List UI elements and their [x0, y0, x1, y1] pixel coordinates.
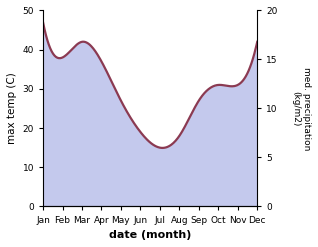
Y-axis label: max temp (C): max temp (C): [7, 73, 17, 144]
Y-axis label: med. precipitation
(kg/m2): med. precipitation (kg/m2): [292, 67, 311, 150]
X-axis label: date (month): date (month): [109, 230, 191, 240]
